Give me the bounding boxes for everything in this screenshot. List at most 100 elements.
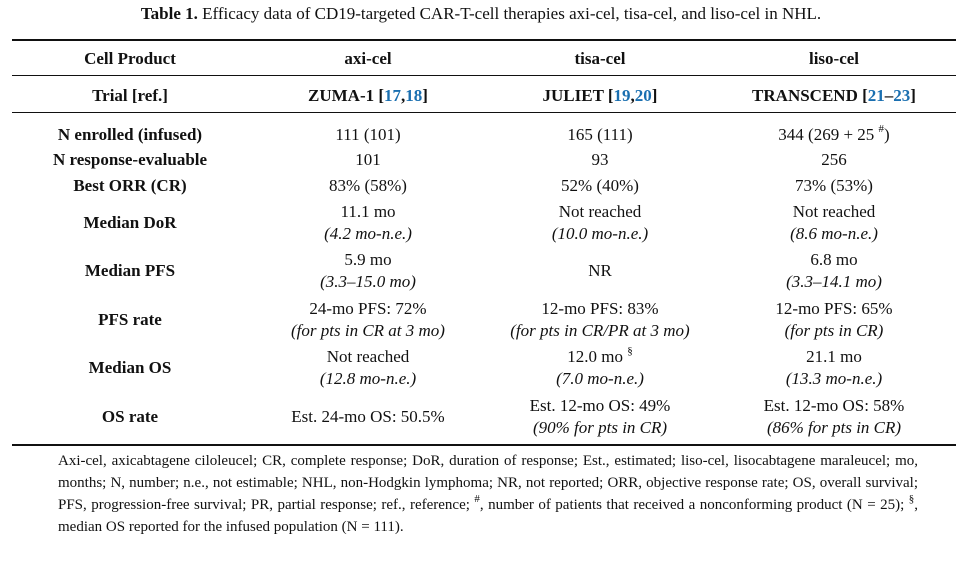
cell-os-rate-tisa-main: Est. 12-mo OS: 49%	[529, 396, 671, 415]
row-label-pfs-rate: PFS rate	[98, 309, 162, 329]
trial-tisa-open: [	[607, 85, 614, 105]
footnote-marker-section: §	[627, 345, 633, 358]
row-label-dor: Median DoR	[83, 213, 177, 232]
cell-dor-tisa-main: Not reached	[558, 202, 642, 221]
table-row-pfs-rate: PFS rate 24-mo PFS: 72% (for pts in CR at…	[12, 295, 956, 344]
cell-os-axi-main: Not reached	[326, 347, 410, 366]
caption-text: Efficacy data of CD19-targeted CAR-T-cel…	[202, 4, 822, 23]
caption-label: Table 1.	[140, 4, 198, 23]
cell-pfs-rate-axi-sub: (for pts in CR at 3 mo)	[291, 320, 445, 340]
cell-pfs-rate-liso: 12-mo PFS: 65% (for pts in CR)	[712, 295, 956, 344]
table-row-os: Median OS Not reached (12.8 mo-n.e.) 12.0…	[12, 344, 956, 392]
table-row-dor: Median DoR 11.1 mo (4.2 mo-n.e.) Not reac…	[12, 199, 956, 247]
cell-os-rate-liso-sub: (86% for pts in CR)	[766, 418, 902, 437]
row-label-os-rate: OS rate	[101, 407, 159, 426]
table-footnote: Axi-cel, axicabtagene ciloleucel; CR, co…	[58, 450, 918, 538]
efficacy-table: Cell Product axi-cel tisa-cel liso-cel T…	[12, 41, 956, 442]
row-label-enrolled: N enrolled (infused)	[57, 124, 203, 144]
cell-os-rate-tisa-sub: (90% for pts in CR)	[532, 418, 668, 437]
trial-axi-sep: ,	[401, 85, 406, 105]
table-row-trial: Trial [ref.] ZUMA-1 [17,18] JULIET [19,2…	[12, 77, 956, 114]
trial-liso-open: [	[862, 85, 868, 105]
cell-enrolled-liso-b: )	[884, 124, 890, 144]
footnote-text-1: Axi-cel, axicabtagene ciloleucel; CR, co…	[58, 453, 918, 513]
cell-os-rate-liso-main: Est. 12-mo OS: 58%	[763, 396, 905, 415]
cell-pfs-rate-tisa-main: 12-mo PFS: 83%	[541, 298, 659, 318]
cell-enrolled-liso: 344 (269 + 25 #)	[712, 122, 956, 147]
cell-orr-tisa: 52% (40%)	[561, 176, 639, 195]
trial-tisa: JULIET [19,20]	[488, 77, 712, 114]
cell-os-tisa-value: 12.0 mo	[567, 347, 628, 366]
cell-orr-axi: 83% (58%)	[329, 176, 407, 195]
cell-os-tisa-sub: (7.0 mo-n.e.)	[556, 369, 644, 388]
trial-tisa-name: JULIET	[542, 85, 604, 105]
cell-orr-liso: 73% (53%)	[795, 176, 873, 195]
cell-enrolled-tisa: 165 (111)	[567, 124, 633, 144]
cell-pfs-rate-axi-main: 24-mo PFS: 72%	[309, 298, 427, 318]
trial-label: Trial [ref.]	[92, 85, 168, 105]
cell-pfs-tisa: NR	[588, 261, 612, 280]
trial-axi-open: [	[378, 85, 385, 105]
table-row-evaluable: N response-evaluable 101 93 256	[12, 147, 956, 173]
table-row-os-rate: OS rate Est. 24-mo OS: 50.5% Est. 12-mo …	[12, 392, 956, 442]
cell-pfs-liso: 6.8 mo (3.3–14.1 mo)	[712, 247, 956, 295]
row-label-os: Median OS	[88, 358, 172, 377]
footnote-text-2: , number of patients that received a non…	[479, 497, 909, 513]
cell-os-rate-tisa: Est. 12-mo OS: 49% (90% for pts in CR)	[488, 392, 712, 442]
header-cell-liso: liso-cel	[808, 49, 860, 68]
header-cell-product: Cell Product	[84, 49, 176, 68]
footnote-text-3: , median OS reported for the infused pop…	[58, 497, 918, 535]
trial-axi-name: ZUMA-1	[308, 85, 375, 105]
cell-pfs-rate-tisa: 12-mo PFS: 83% (for pts in CR/PR at 3 mo)	[488, 295, 712, 344]
cell-os-axi: Not reached (12.8 mo-n.e.)	[248, 344, 488, 392]
table-caption: Table 1. Efficacy data of CD19-targeted …	[0, 4, 962, 24]
trial-liso: TRANSCEND [21–23]	[712, 77, 956, 114]
trial-tisa-close: ]	[651, 85, 658, 105]
cell-os-liso-main: 21.1 mo	[806, 347, 862, 366]
cell-dor-liso: Not reached (8.6 mo-n.e.)	[712, 199, 956, 247]
trial-liso-name: TRANSCEND	[752, 85, 858, 105]
header-cell-axi: axi-cel	[344, 49, 392, 68]
cell-os-liso-sub: (13.3 mo-n.e.)	[785, 369, 883, 388]
trial-rule	[12, 112, 956, 113]
trial-liso-close: ]	[910, 85, 916, 105]
table-row-orr: Best ORR (CR) 83% (58%) 52% (40%) 73% (5…	[12, 173, 956, 199]
ref-link-19[interactable]: 19	[613, 85, 631, 105]
cell-dor-tisa: Not reached (10.0 mo-n.e.)	[488, 199, 712, 247]
ref-link-17[interactable]: 17	[384, 85, 402, 105]
cell-pfs-liso-sub: (3.3–14.1 mo)	[786, 272, 882, 291]
cell-pfs-axi: 5.9 mo (3.3–15.0 mo)	[248, 247, 488, 295]
cell-dor-liso-sub: (8.6 mo-n.e.)	[790, 224, 878, 243]
cell-evaluable-liso: 256	[821, 150, 847, 169]
table-row-pfs: Median PFS 5.9 mo (3.3–15.0 mo) NR 6.8 mo…	[12, 247, 956, 295]
footnote-marker-hash: #	[878, 122, 885, 135]
ref-link-18[interactable]: 18	[405, 85, 423, 105]
cell-os-rate-liso: Est. 12-mo OS: 58% (86% for pts in CR)	[712, 392, 956, 442]
header-cell-tisa: tisa-cel	[574, 49, 626, 68]
ref-link-23[interactable]: 23	[893, 85, 911, 105]
cell-dor-axi-sub: (4.2 mo-n.e.)	[324, 224, 412, 243]
cell-evaluable-tisa: 93	[591, 150, 609, 169]
row-label-evaluable: N response-evaluable	[52, 150, 208, 169]
ref-link-21[interactable]: 21	[867, 85, 885, 105]
trial-tisa-sep: ,	[630, 85, 635, 105]
cell-pfs-rate-liso-main: 12-mo PFS: 65%	[775, 298, 893, 318]
cell-enrolled-axi: 111 (101)	[335, 124, 401, 144]
cell-pfs-axi-main: 5.9 mo	[344, 250, 392, 269]
cell-os-liso: 21.1 mo (13.3 mo-n.e.)	[712, 344, 956, 392]
row-label-orr: Best ORR (CR)	[73, 176, 187, 195]
bottom-rule	[12, 444, 956, 446]
cell-pfs-rate-axi: 24-mo PFS: 72% (for pts in CR at 3 mo)	[248, 295, 488, 344]
footnote-sup-section: §	[908, 493, 915, 505]
cell-dor-axi-main: 11.1 mo	[340, 202, 396, 221]
cell-dor-axi: 11.1 mo (4.2 mo-n.e.)	[248, 199, 488, 247]
cell-os-tisa: 12.0 mo § (7.0 mo-n.e.)	[488, 344, 712, 392]
cell-pfs-rate-liso-sub: (for pts in CR)	[784, 320, 884, 340]
ref-link-20[interactable]: 20	[634, 85, 652, 105]
trial-liso-sep: –	[884, 85, 894, 105]
trial-axi: ZUMA-1 [17,18]	[248, 77, 488, 114]
cell-pfs-rate-tisa-sub: (for pts in CR/PR at 3 mo)	[510, 320, 690, 340]
cell-enrolled-liso-a: 344 (269 + 25	[778, 124, 879, 144]
row-label-pfs: Median PFS	[84, 261, 176, 280]
